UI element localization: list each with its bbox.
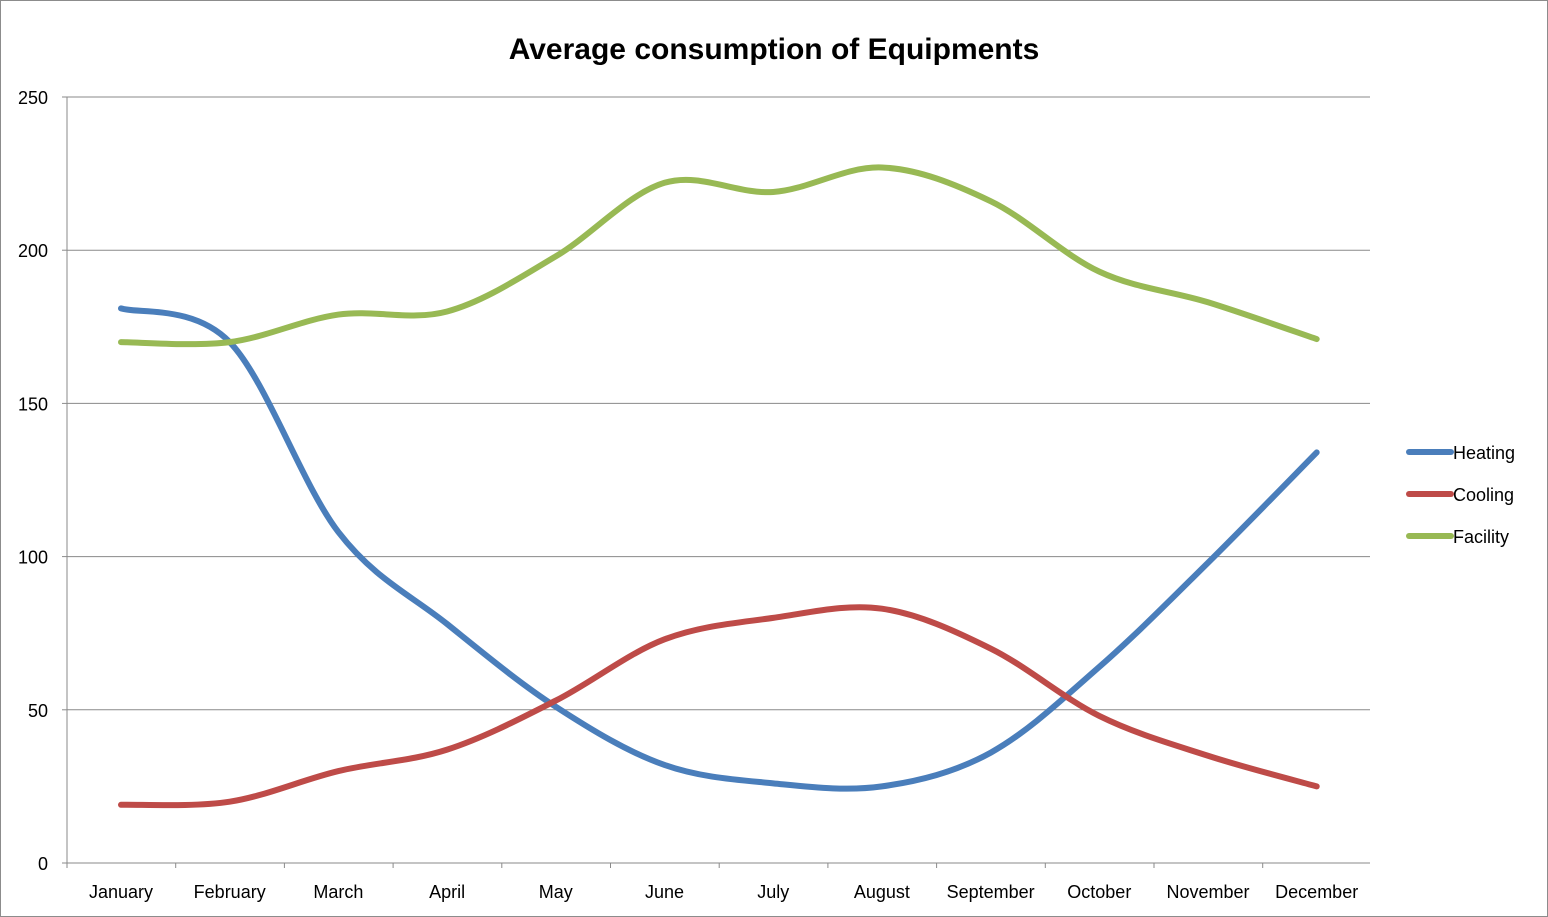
point-cooling-february [229, 801, 230, 802]
point-facility-january [121, 342, 122, 343]
legend-label-heating: Heating [1453, 443, 1515, 463]
gridlines [67, 96, 1370, 711]
y-tick-label-250: 250 [18, 88, 48, 108]
x-tick-label-november: November [1166, 882, 1249, 902]
legend-label-facility: Facility [1453, 527, 1509, 547]
x-tick-label-may: May [539, 882, 573, 902]
x-tick-label-february: February [194, 882, 266, 902]
axes: 0 50 100 150 200 250 January February March April… [18, 88, 1370, 902]
x-tick-label-june: June [645, 882, 684, 902]
point-cooling-january [121, 804, 122, 805]
chart-title: Average consumption of Equipments [509, 33, 1040, 66]
point-facility-july [773, 191, 774, 192]
point-facility-march [338, 314, 339, 315]
point-heating-may [555, 706, 556, 707]
point-facility-september [990, 201, 991, 202]
point-cooling-september [990, 648, 991, 649]
y-tick-label-50: 50 [28, 701, 48, 721]
point-cooling-may [555, 700, 556, 701]
x-tick-label-october: October [1067, 882, 1131, 902]
series-line-heating [118, 305, 1320, 792]
point-cooling-april [447, 749, 448, 750]
x-tick-label-september: September [947, 882, 1035, 902]
point-cooling-july [773, 617, 774, 618]
point-facility-november [1208, 302, 1209, 303]
point-facility-april [447, 311, 448, 312]
x-tick-label-august: August [854, 882, 910, 902]
series-line-facility [118, 164, 1320, 348]
point-cooling-june [664, 639, 665, 640]
series-lines [118, 164, 1320, 809]
point-heating-august [881, 786, 882, 787]
point-heating-april [447, 624, 448, 625]
point-facility-may [555, 256, 556, 257]
x-tick-label-july: July [757, 882, 789, 902]
legend: Heating Cooling Facility [1406, 443, 1515, 547]
point-cooling-october [1099, 715, 1100, 716]
point-heating-november [1208, 562, 1209, 563]
y-tick-label-150: 150 [18, 394, 48, 414]
point-heating-january [121, 308, 122, 309]
x-tick-label-march: March [313, 882, 363, 902]
x-tick-label-april: April [429, 882, 465, 902]
point-facility-december [1316, 339, 1317, 340]
point-cooling-march [338, 771, 339, 772]
point-facility-october [1099, 271, 1100, 272]
point-facility-august [881, 167, 882, 168]
x-tick-label-december: December [1275, 882, 1358, 902]
series-line-cooling [118, 604, 1320, 809]
point-heating-march [338, 532, 339, 533]
point-heating-december [1316, 452, 1317, 453]
point-heating-september [990, 752, 991, 753]
point-cooling-august [881, 608, 882, 609]
y-tick-label-100: 100 [18, 548, 48, 568]
point-cooling-november [1208, 755, 1209, 756]
point-cooling-december [1316, 786, 1317, 787]
point-facility-february [229, 342, 230, 343]
point-heating-june [664, 764, 665, 765]
x-tick-label-january: January [89, 882, 153, 902]
legend-label-cooling: Cooling [1453, 485, 1514, 505]
y-tick-label-200: 200 [18, 241, 48, 261]
point-facility-june [664, 182, 665, 183]
y-tick-label-0: 0 [38, 854, 48, 874]
point-heating-october [1099, 666, 1100, 667]
point-heating-july [773, 783, 774, 784]
